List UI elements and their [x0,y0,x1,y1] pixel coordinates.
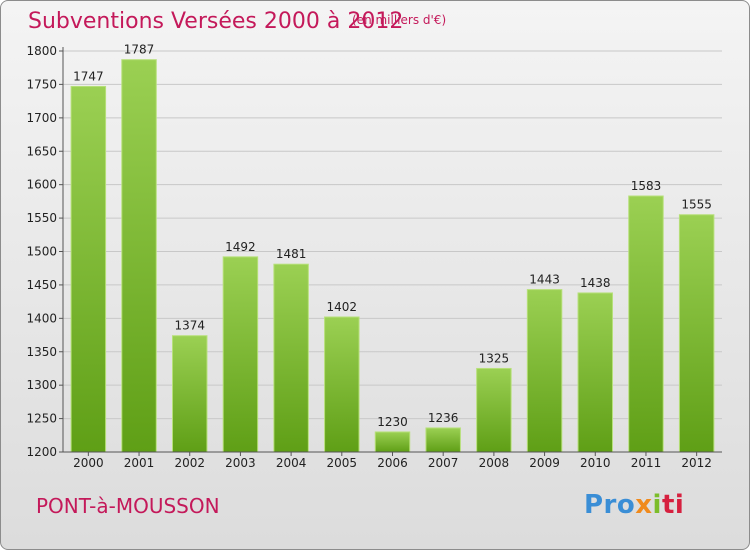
logo-part: x [635,490,653,520]
y-tick-label: 1300 [26,378,57,392]
bar[interactable] [628,195,664,453]
town-name: PONT-à-MOUSSON [36,494,220,518]
x-tick-label: 2003 [225,456,256,470]
x-tick-label: 2007 [428,456,459,470]
bar[interactable] [374,431,411,453]
x-tick-label: 2004 [276,456,307,470]
y-tick-label: 1450 [26,278,57,292]
x-tick-label: 2002 [174,456,205,470]
bar-value-label: 1438 [580,276,611,290]
x-tick-label: 2011 [631,456,662,470]
y-tick-label: 1800 [26,44,57,58]
bar-value-label: 1787 [124,43,155,57]
bar-value-label: 1236 [428,411,459,425]
bar[interactable] [273,263,309,453]
x-tick-label: 2008 [479,456,510,470]
bar[interactable] [222,256,259,453]
bar-value-label: 1230 [377,415,408,429]
x-tick-label: 2006 [377,456,408,470]
y-tick-label: 1650 [26,144,57,158]
bar[interactable] [171,335,208,453]
bar-value-label: 1325 [479,351,510,365]
bar[interactable] [526,289,563,453]
bar[interactable] [324,316,360,453]
gridlines [63,50,722,453]
y-tick-label: 1500 [26,245,57,259]
logo-part: ti [661,490,685,520]
bar[interactable] [425,427,461,453]
x-tick-label: 2000 [73,456,104,470]
bar-value-label: 1443 [529,273,560,287]
bar[interactable] [577,292,614,453]
y-tick-label: 1200 [26,445,57,459]
y-tick-label: 1350 [26,345,57,359]
bar[interactable] [121,59,157,453]
bar-value-label: 1555 [681,198,712,212]
y-tick-label: 1400 [26,311,57,325]
y-tick-label: 1550 [26,211,57,225]
bar-value-label: 1747 [73,69,104,83]
y-tick-label: 1250 [26,412,57,426]
proxiti-logo[interactable]: Proxiti [584,490,684,520]
x-tick-label: 2001 [124,456,155,470]
x-tick-label: 2009 [529,456,560,470]
bar[interactable] [70,85,107,453]
bar[interactable] [678,214,715,453]
bar-value-label: 1583 [631,179,662,193]
x-tick-label: 2012 [681,456,712,470]
axes: 1200 1250 1300 1350 1400 1450 1500 1550 1600 1650… [26,44,722,470]
chart-subtitle: (en milliers d'€) [352,13,447,27]
bar[interactable] [476,367,512,453]
y-tick-label: 1700 [26,111,57,125]
x-tick-label: 2010 [580,456,611,470]
bar-value-label: 1402 [327,300,358,314]
bars: 1747 1787 1374 1492 1481 1402 1230 1236 1325 1443… [70,43,715,453]
bar-value-label: 1492 [225,240,256,254]
logo-part: i [652,490,662,520]
y-tick-label: 1750 [26,77,57,91]
chart-title: Subventions Versées 2000 à 2012 [28,9,404,34]
bar-value-label: 1481 [276,247,307,261]
y-tick-label: 1600 [26,178,57,192]
x-tick-label: 2005 [327,456,358,470]
bar-value-label: 1374 [174,319,205,333]
logo-part: Pro [584,490,636,520]
